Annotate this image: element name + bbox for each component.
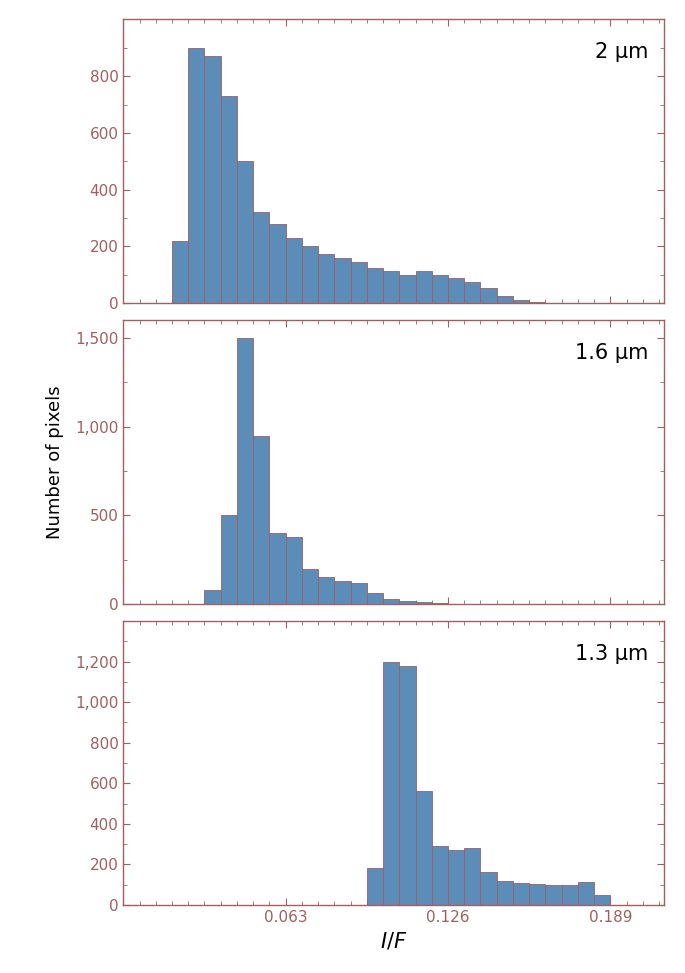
Bar (351, 583, 367, 604)
Bar (318, 577, 334, 604)
Bar (529, 883, 545, 905)
Bar (286, 537, 302, 604)
Bar (578, 882, 594, 905)
Bar (416, 602, 432, 604)
Bar (383, 270, 399, 304)
Bar (383, 598, 399, 604)
Bar (367, 868, 383, 905)
Bar (448, 850, 464, 905)
Bar (562, 884, 578, 905)
Bar (497, 881, 513, 905)
Bar (204, 56, 221, 304)
Bar (302, 568, 318, 604)
Text: 1.6 μm: 1.6 μm (575, 342, 648, 363)
Bar (448, 277, 464, 304)
Bar (221, 516, 237, 604)
Bar (253, 436, 269, 604)
Bar (399, 666, 416, 905)
Bar (464, 282, 480, 304)
Bar (497, 296, 513, 304)
Bar (221, 96, 237, 304)
Bar (513, 883, 529, 905)
Bar (334, 258, 351, 304)
Bar (286, 238, 302, 304)
Bar (269, 224, 286, 304)
Bar (399, 275, 416, 304)
Bar (367, 594, 383, 604)
Bar (269, 533, 286, 604)
Bar (480, 288, 497, 304)
Bar (480, 873, 497, 905)
Bar (318, 254, 334, 304)
Bar (513, 301, 529, 304)
Bar (383, 662, 399, 905)
X-axis label: $I/F$: $I/F$ (380, 930, 408, 952)
Bar (594, 895, 610, 905)
Bar (464, 848, 480, 905)
Bar (302, 246, 318, 304)
Bar (351, 262, 367, 304)
Bar (432, 275, 448, 304)
Text: 1.3 μm: 1.3 μm (575, 644, 648, 664)
Text: 2 μm: 2 μm (595, 42, 648, 62)
Bar (416, 270, 432, 304)
Bar (188, 48, 204, 304)
Bar (253, 212, 269, 304)
Bar (545, 884, 562, 905)
Bar (432, 847, 448, 905)
Bar (367, 268, 383, 304)
Bar (529, 302, 545, 304)
Y-axis label: Number of pixels: Number of pixels (46, 385, 64, 539)
Bar (237, 338, 253, 604)
Bar (399, 600, 416, 604)
Bar (172, 240, 188, 304)
Bar (416, 791, 432, 905)
Bar (334, 581, 351, 604)
Bar (204, 590, 221, 604)
Bar (237, 162, 253, 304)
